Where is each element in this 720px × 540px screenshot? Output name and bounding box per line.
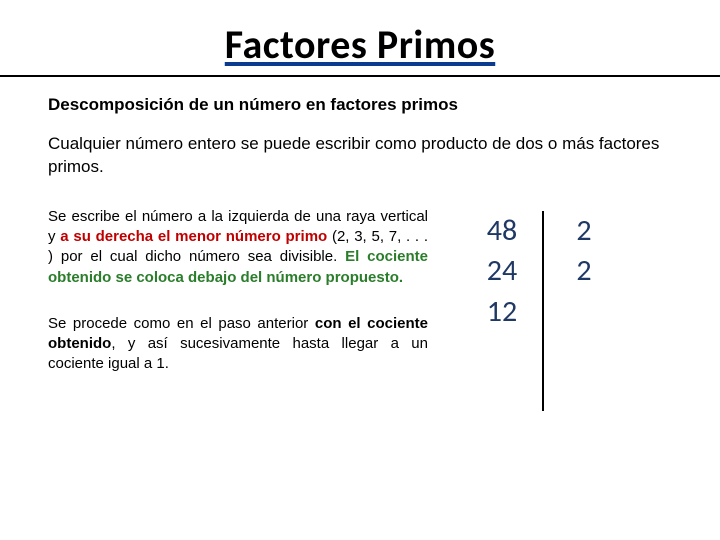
explanation-column: Se escribe el número a la izquierda de u… xyxy=(48,207,428,401)
factor-right-value: 2 xyxy=(576,211,591,252)
slide-body: Descomposición de un número en factores … xyxy=(0,77,720,411)
factor-right-column: 2 2 xyxy=(558,211,610,411)
paragraph-step-2: Se procede como en el paso anterior con … xyxy=(48,314,428,375)
para1-highlight-red: a su derecha el menor número primo xyxy=(60,228,332,245)
page-title: Factores Primos xyxy=(0,20,720,75)
paragraph-step-1: Se escribe el número a la izquierda de u… xyxy=(48,207,428,288)
subheading: Descomposición de un número en factores … xyxy=(48,95,672,115)
two-column-region: Se escribe el número a la izquierda de u… xyxy=(48,207,672,411)
factor-left-column: 48 24 12 xyxy=(476,211,528,411)
factor-left-value: 24 xyxy=(487,251,517,292)
factor-right-value: 2 xyxy=(576,251,591,292)
factor-left-value: 12 xyxy=(487,292,517,333)
factor-vertical-rule xyxy=(542,211,544,411)
intro-paragraph: Cualquier número entero se puede escribi… xyxy=(48,133,672,179)
slide: Factores Primos Descomposición de un núm… xyxy=(0,0,720,540)
title-bar: Factores Primos xyxy=(0,0,720,77)
factorization-diagram: 48 24 12 2 2 xyxy=(476,207,610,411)
factor-left-value: 48 xyxy=(487,211,517,252)
para2-text-1: Se procede como en el paso anterior xyxy=(48,315,315,332)
